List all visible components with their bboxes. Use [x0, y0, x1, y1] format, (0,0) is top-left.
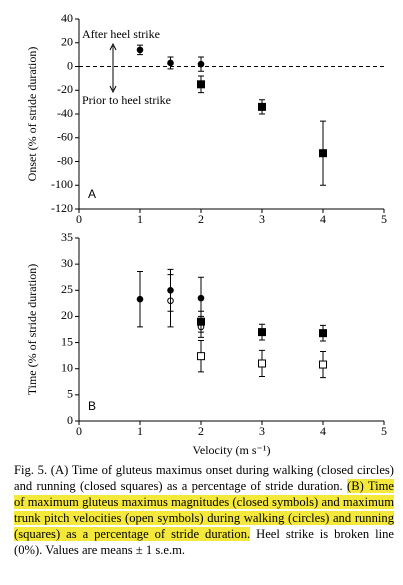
point	[258, 328, 266, 337]
x-tick-label: 4	[320, 424, 326, 438]
x-tick-label: 5	[381, 212, 387, 226]
y-tick-label: 25	[61, 282, 73, 296]
point	[197, 80, 205, 89]
y-tick-label: 40	[61, 11, 73, 25]
panel-label: B	[88, 399, 96, 413]
y-tick-label: 35	[61, 230, 73, 244]
annotation: After heel strike	[82, 27, 160, 41]
y-tick-label: 0	[67, 413, 73, 427]
y-tick-label: 10	[61, 360, 73, 374]
point	[197, 352, 205, 361]
x-tick-label: 1	[137, 212, 143, 226]
y-tick-label: 20	[61, 308, 73, 322]
figure-caption: Fig. 5. (A) Time of gluteus maximus onse…	[14, 462, 395, 558]
y-tick-label: -40	[57, 106, 73, 120]
y-tick-label: 30	[61, 256, 73, 270]
y-tick-label: 5	[67, 387, 73, 401]
x-tick-label: 3	[259, 212, 265, 226]
arrow-heads	[109, 42, 117, 94]
y-tick-label: -120	[51, 201, 73, 215]
annotation: Prior to heel strike	[82, 93, 171, 107]
point	[167, 286, 174, 294]
y-tick-label: -60	[57, 130, 73, 144]
x-tick-label: 0	[76, 212, 82, 226]
x-tick-label: 1	[137, 424, 143, 438]
point	[319, 360, 327, 369]
point	[319, 329, 327, 338]
panel-label: A	[88, 187, 96, 201]
x-tick-label: 0	[76, 424, 82, 438]
caption-text: Heel strike is broken line (0%). Values …	[14, 527, 394, 557]
y-tick-label: -80	[57, 153, 73, 167]
y-tick-label: -20	[57, 82, 73, 96]
x-tick-label: 2	[198, 424, 204, 438]
x-tick-label: 3	[259, 424, 265, 438]
point	[319, 149, 327, 158]
point	[136, 295, 144, 303]
y-axis-label: Time (% of stride duration)	[25, 264, 39, 396]
x-tick-label: 5	[381, 424, 387, 438]
y-tick-label: 15	[61, 334, 73, 348]
point	[136, 46, 144, 54]
point	[197, 60, 205, 68]
point	[258, 359, 266, 368]
x-axis-label: Velocity (m s⁻¹)	[193, 443, 271, 457]
point	[258, 102, 266, 111]
point	[167, 59, 174, 67]
point	[197, 317, 205, 326]
x-tick-label: 2	[198, 212, 204, 226]
y-tick-label: -100	[51, 177, 73, 191]
y-tick-label: 0	[67, 58, 73, 72]
x-tick-label: 4	[320, 212, 326, 226]
y-axis-label: Onset (% of stride duration)	[25, 47, 39, 182]
point	[197, 294, 205, 302]
y-tick-label: 20	[61, 35, 73, 49]
caption-text: Fig. 5. (A) Time of gluteus maximus onse…	[14, 463, 394, 493]
